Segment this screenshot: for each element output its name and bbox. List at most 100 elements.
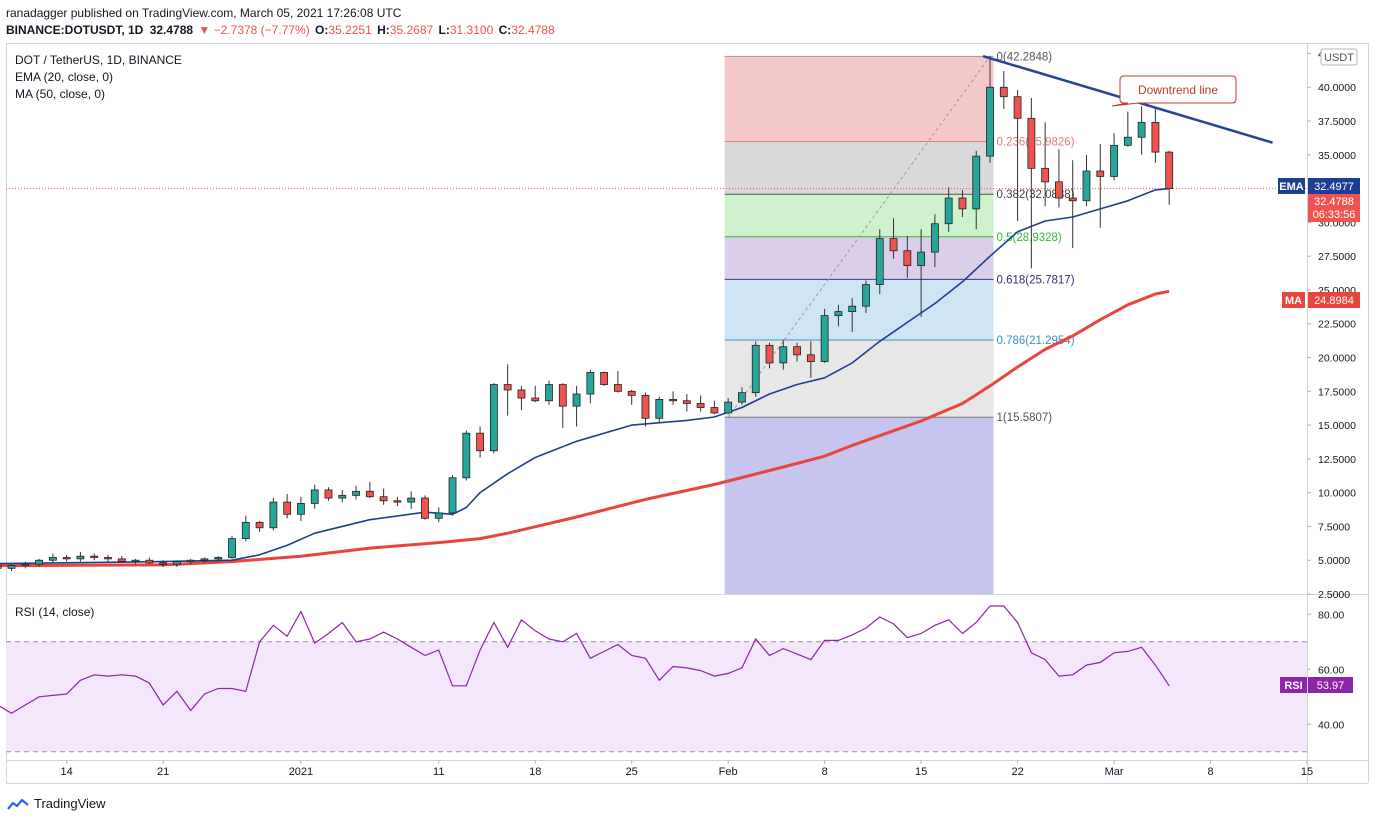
candle: [476, 426, 484, 458]
candle-body: [1110, 144, 1118, 177]
low-value: 31.3100: [449, 23, 494, 37]
fib-level-label: 0.236(35.9826): [997, 137, 1075, 149]
candle-body: [655, 399, 664, 419]
candle-body: [462, 432, 471, 479]
candle-body: [806, 354, 815, 362]
candle-body: [104, 557, 112, 560]
candle-body: [572, 393, 581, 407]
candle-body: [324, 489, 333, 499]
candle-body: [228, 538, 236, 558]
candle: [186, 558, 195, 565]
candle-body: [641, 394, 650, 419]
time-tick-label: 22: [1011, 766, 1023, 778]
candle: [365, 481, 374, 499]
time-tick-label: Mar: [1105, 766, 1124, 778]
candle: [407, 491, 416, 509]
candle-body: [958, 197, 967, 210]
candle-body: [999, 86, 1008, 98]
time-tick-label: 11: [433, 766, 444, 778]
candle-body: [682, 400, 691, 404]
candle-body: [62, 557, 71, 560]
ma-tag-label: MA: [1285, 295, 1302, 307]
price-tick-label: 22.5000: [1318, 319, 1356, 331]
candle: [1013, 89, 1022, 222]
candle: [545, 380, 553, 405]
candle-body: [117, 558, 126, 562]
close-label: C:: [498, 23, 512, 37]
symbol-name: BINANCE:DOTUSDT, 1D: [6, 23, 144, 37]
high-value: 35.2687: [389, 23, 434, 37]
candle-body: [710, 407, 719, 414]
rsi-legend[interactable]: RSI (14, close): [15, 605, 95, 619]
time-tick-label: 2021: [289, 766, 313, 778]
candle-body: [696, 403, 705, 408]
rsi-tag-box: [1280, 677, 1307, 693]
ema-tag-box: [1278, 178, 1305, 194]
candle-body: [186, 559, 195, 562]
moving-averages: [0, 187, 1170, 568]
candle: [517, 385, 526, 411]
candle: [710, 400, 719, 415]
candle-body: [1137, 121, 1146, 138]
downtrend-annotation[interactable]: Downtrend line: [1111, 75, 1237, 107]
candle: [159, 560, 168, 567]
currency-badge-label: USDT: [1324, 52, 1354, 64]
fib-level-label: 0.382(32.0838): [997, 189, 1075, 201]
candle: [310, 484, 319, 509]
annotation-callout: [1111, 75, 1237, 107]
candle: [228, 535, 236, 559]
candle-body: [820, 315, 829, 362]
candle-body: [1055, 181, 1063, 199]
candle: [283, 494, 292, 519]
candle-body: [393, 500, 402, 503]
candle: [1137, 106, 1146, 155]
ema-legend[interactable]: EMA (20, close, 0): [15, 70, 114, 84]
candle: [614, 371, 622, 393]
ema-price-tag: EMA 32.4977: [1278, 178, 1360, 194]
last-price: 32.4788: [149, 23, 194, 37]
fib-zone: [724, 141, 994, 195]
candle-body: [297, 503, 305, 515]
candle-body: [972, 155, 981, 210]
candle: [669, 391, 677, 405]
candle-body: [283, 501, 292, 515]
candle-body: [421, 497, 429, 519]
rsi-value-box: [1308, 677, 1353, 693]
high-label: H:: [377, 23, 390, 37]
candle-body: [1096, 170, 1105, 177]
candle: [0, 565, 2, 569]
tradingview-logo[interactable]: TradingView: [7, 796, 106, 811]
time-tick-label: 8: [822, 766, 828, 778]
candle: [324, 487, 333, 501]
ma-legend[interactable]: MA (50, close, 0): [15, 87, 106, 101]
candle: [572, 385, 581, 427]
candle: [862, 280, 870, 313]
candle: [434, 507, 443, 523]
price-tick-label: 15.0000: [1318, 420, 1356, 432]
candle-body: [545, 384, 553, 402]
rsi-band-fill: [6, 641, 1307, 752]
price-tick-label: 37.5000: [1318, 116, 1356, 128]
candle: [600, 371, 609, 386]
candle-body: [269, 501, 278, 529]
candle-body: [793, 346, 801, 356]
candle: [765, 342, 774, 369]
candle-body: [35, 559, 43, 565]
candle: [7, 564, 16, 572]
candle: [1027, 98, 1036, 269]
candle: [655, 396, 664, 423]
ma-price-tag: MA 24.8984: [1282, 292, 1360, 308]
candle: [1110, 133, 1118, 181]
candle: [503, 364, 512, 416]
candle-body: [200, 558, 209, 561]
candle: [806, 341, 815, 378]
fib-zone: [724, 340, 994, 418]
price-tick-label: 2.5000: [1318, 589, 1350, 601]
fibonacci-retracement[interactable]: 0(42.2848) 0.236(35.9826) 0.382(32.0838) 0.…: [724, 51, 1075, 594]
currency-badge[interactable]: USDT: [1320, 48, 1358, 66]
rsi-tick-label: 40.00: [1318, 719, 1344, 731]
fib-level-label: 0.5(28.9328): [997, 232, 1062, 244]
candle: [269, 498, 278, 531]
candle: [1165, 150, 1174, 205]
